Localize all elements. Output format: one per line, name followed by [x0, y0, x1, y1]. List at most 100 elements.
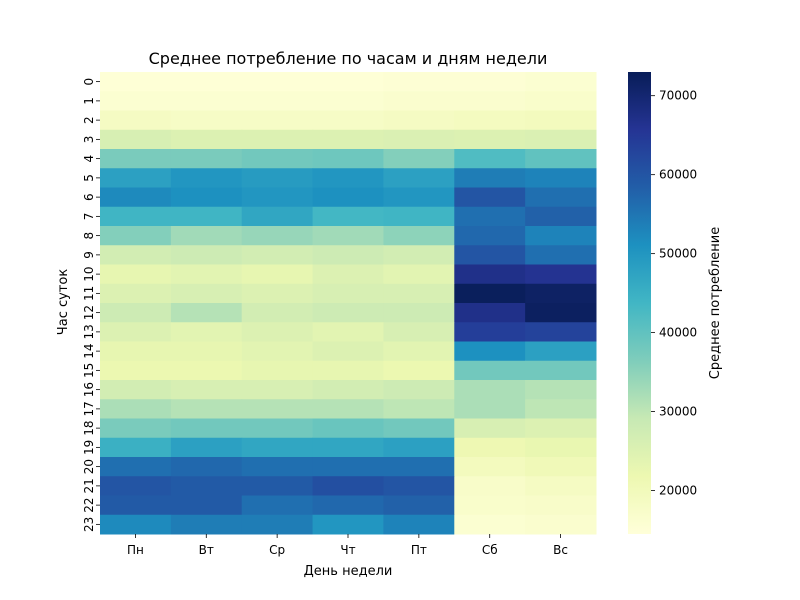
heatmap-cell-16-Пт: [383, 380, 455, 400]
heatmap-cell-5-Ср: [241, 168, 314, 188]
heatmap-cell-20-Ср: [241, 457, 314, 477]
colorbar-tick-label: 40000: [659, 326, 697, 340]
heatmap-cell-17-Вс: [525, 399, 597, 419]
y-tick-label: 1: [82, 97, 96, 105]
y-tick-label: 15: [82, 363, 96, 378]
heatmap-cell-10-Вт: [170, 264, 243, 285]
heatmap-cell-1-Ср: [241, 91, 314, 111]
heatmap-cell-23-Ср: [241, 514, 314, 535]
heatmap-cell-15-Сб: [454, 360, 526, 381]
heatmap-cell-5-Сб: [454, 168, 526, 188]
x-axis-label: День недели: [304, 564, 393, 579]
heatmap-cell-17-Сб: [454, 399, 526, 419]
heatmap-cell-7-Пн: [100, 206, 172, 227]
heatmap-cell-16-Сб: [454, 380, 526, 400]
heatmap-cell-17-Пт: [383, 399, 455, 419]
heatmap-cell-11-Вт: [170, 283, 243, 304]
heatmap-cell-2-Пн: [100, 110, 172, 131]
heatmap-cell-7-Пт: [383, 206, 455, 227]
heatmap-cell-9-Пт: [383, 245, 455, 265]
heatmap-cell-14-Ср: [241, 341, 314, 362]
heatmap-cell-14-Вт: [170, 341, 243, 362]
heatmap-cell-10-Сб: [454, 264, 526, 285]
heatmap-cell-2-Сб: [454, 110, 526, 131]
heatmap-cell-6-Сб: [454, 187, 526, 208]
heatmap-cell-12-Пт: [383, 303, 455, 323]
heatmap-cell-3-Сб: [454, 129, 526, 150]
heatmap-cell-8-Пт: [383, 226, 455, 246]
heatmap-cell-7-Сб: [454, 206, 526, 227]
heatmap-cell-18-Вт: [170, 418, 243, 439]
heatmap-cell-21-Пн: [100, 476, 172, 496]
heatmap-cell-19-Ср: [241, 437, 314, 458]
heatmap-cell-11-Сб: [454, 283, 526, 304]
heatmap-cell-3-Вс: [525, 129, 597, 150]
heatmap-cell-9-Сб: [454, 245, 526, 265]
heatmap-cell-8-Вт: [170, 226, 243, 246]
heatmap-cell-11-Ср: [241, 283, 314, 304]
heatmap-cell-21-Ср: [241, 476, 314, 496]
x-axis-ticks: Пн Вт Ср Чт Пт Сб Вс: [127, 534, 568, 557]
heatmap-cell-11-Вс: [525, 283, 597, 304]
heatmap-cell-23-Пн: [100, 514, 172, 535]
y-tick-label: 17: [82, 401, 96, 416]
heatmap-cell-12-Сб: [454, 303, 526, 323]
y-tick-label: 19: [82, 440, 96, 455]
heatmap-cell-6-Вт: [170, 187, 243, 208]
y-tick-label: 4: [82, 155, 96, 163]
heatmap-cell-4-Чт: [312, 149, 384, 169]
y-tick-label: 20: [82, 459, 96, 474]
y-tick-label: 9: [82, 251, 96, 259]
heatmap-cell-23-Вт: [170, 514, 243, 535]
heatmap-cell-0-Ср: [241, 72, 314, 92]
heatmap-cell-1-Вт: [170, 91, 243, 111]
colorbar-tick-label: 30000: [659, 405, 697, 419]
heatmap-cell-8-Сб: [454, 226, 526, 246]
heatmap-cell-22-Пт: [383, 495, 455, 516]
heatmap-cell-20-Пт: [383, 457, 455, 477]
heatmap-cell-14-Пт: [383, 341, 455, 362]
colorbar-tick-label: 60000: [659, 168, 697, 182]
heatmap-cell-19-Сб: [454, 437, 526, 458]
y-tick-label: 0: [82, 78, 96, 86]
y-tick-label: 12: [82, 305, 96, 320]
colorbar-label: Среднее потребление: [708, 227, 723, 380]
heatmap-cell-22-Чт: [312, 495, 384, 516]
x-tick-label: Ср: [269, 543, 285, 557]
colorbar-tick-label: 20000: [659, 484, 697, 498]
heatmap-cell-6-Пн: [100, 187, 172, 208]
heatmap-cell-6-Вс: [525, 187, 597, 208]
heatmap-cell-19-Пт: [383, 437, 455, 458]
y-tick-label: 6: [82, 193, 96, 201]
heatmap-cell-13-Пн: [100, 322, 172, 342]
heatmap-cell-10-Пн: [100, 264, 172, 285]
heatmap-cell-0-Пн: [100, 72, 172, 92]
y-tick-label: 3: [82, 136, 96, 144]
y-tick-label: 23: [82, 517, 96, 532]
heatmap-cell-5-Чт: [312, 168, 384, 188]
colorbar-tick-label: 50000: [659, 247, 697, 261]
heatmap-cell-18-Пн: [100, 418, 172, 439]
heatmap-cell-16-Вт: [170, 380, 243, 400]
heatmap-cell-1-Чт: [312, 91, 384, 111]
y-tick-label: 22: [82, 497, 96, 512]
heatmap-cell-17-Ср: [241, 399, 314, 419]
heatmap-cell-4-Пн: [100, 149, 172, 169]
heatmap-cell-21-Сб: [454, 476, 526, 496]
heatmap-cell-14-Чт: [312, 341, 384, 362]
heatmap-cell-13-Сб: [454, 322, 526, 342]
heatmap-cell-14-Вс: [525, 341, 597, 362]
heatmap-cell-5-Пн: [100, 168, 172, 188]
heatmap-cell-9-Ср: [241, 245, 314, 265]
heatmap-cell-8-Ср: [241, 226, 314, 246]
heatmap-cell-19-Вс: [525, 437, 597, 458]
colorbar-tick-label: 70000: [659, 89, 697, 103]
heatmap-cell-7-Ср: [241, 206, 314, 227]
heatmap-cell-10-Вс: [525, 264, 597, 285]
heatmap-cell-1-Пт: [383, 91, 455, 111]
colorbar-ticks: 20000 30000 40000 50000 60000 70000: [651, 89, 697, 498]
heatmap-cell-1-Пн: [100, 91, 172, 111]
heatmap-cell-13-Ср: [241, 322, 314, 342]
heatmap-cell-9-Пн: [100, 245, 172, 265]
